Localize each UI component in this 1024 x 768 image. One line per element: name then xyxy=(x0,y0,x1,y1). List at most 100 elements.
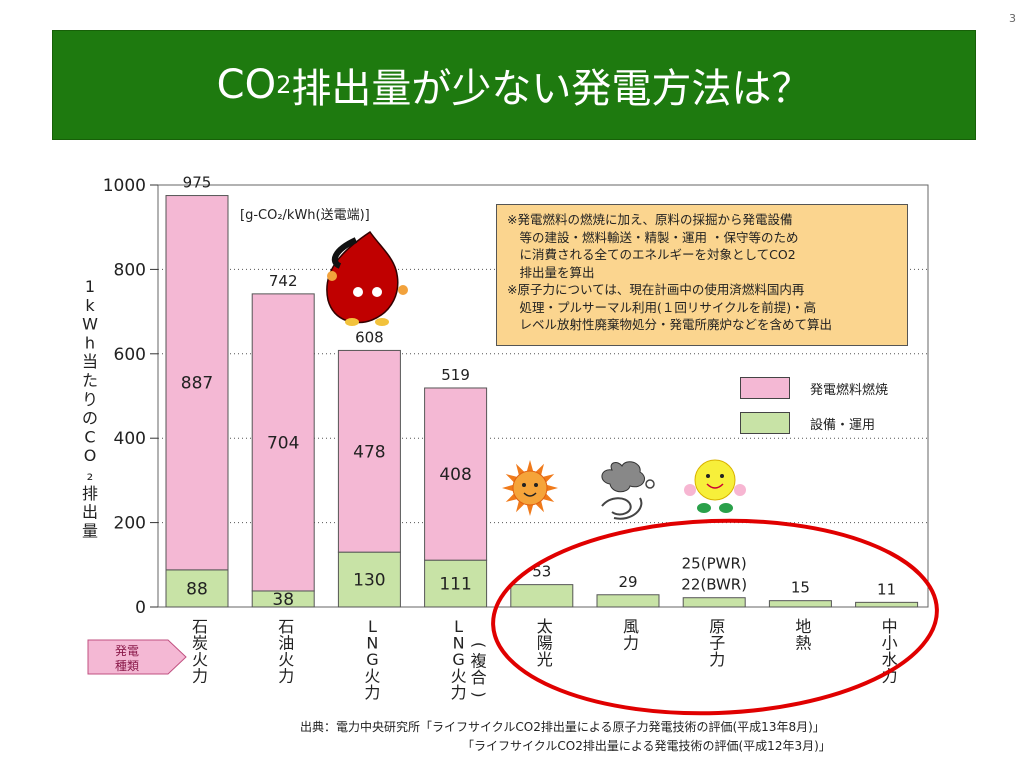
legend-swatch-equipment xyxy=(740,412,790,434)
legend-label-combustion: 発電燃料燃焼 xyxy=(810,382,889,398)
legend-item-equipment: 設備・運用 xyxy=(740,411,888,435)
total-value-label: 29 xyxy=(618,573,637,591)
wind-leaf-icon xyxy=(645,479,655,489)
bar-equipment xyxy=(855,601,919,608)
category-label-char: 熱 xyxy=(795,634,811,653)
y-axis-label-char: h xyxy=(85,333,95,352)
title-subscript: 2 xyxy=(276,71,292,99)
sun-ray-icon xyxy=(526,460,534,473)
legend-item-combustion: 発電燃料燃焼 xyxy=(740,376,888,400)
y-axis-label-char: W xyxy=(82,315,98,334)
category-label-char: 火 xyxy=(192,650,208,669)
category-label-char: 石 xyxy=(278,617,294,636)
category-label-char: 陽 xyxy=(537,634,553,653)
category-label-char: 油 xyxy=(278,634,294,653)
mascot-hand-icon xyxy=(327,271,337,281)
category-label-char: 小 xyxy=(882,634,898,653)
y-tick-label: 800 xyxy=(114,260,146,280)
atom-hand-icon xyxy=(734,484,746,496)
category-label-char: G xyxy=(366,650,378,669)
category-label-char: 水 xyxy=(882,650,898,669)
atom-mouth-icon xyxy=(706,483,724,489)
legend-label-equipment: 設備・運用 xyxy=(810,417,876,433)
category-axis-tag-line2: 種類 xyxy=(115,659,139,673)
combustion-value-label: 408 xyxy=(439,465,471,485)
atom-foot-icon xyxy=(697,503,711,513)
bar-equipment xyxy=(682,597,746,608)
category-label-char: 中 xyxy=(882,617,898,636)
y-axis-label-char: 当 xyxy=(82,352,98,371)
y-axis-label-char: た xyxy=(82,371,98,390)
note-line: 等の建設・燃料輸送・精製・運用 ・保守等のため xyxy=(507,229,799,245)
category-axis-tag-line1: 発電 xyxy=(115,644,139,658)
note-line: ※原子力については、現在計画中の使用済燃料国内再 xyxy=(507,282,805,297)
equipment-value-label: 88 xyxy=(186,579,208,599)
bar-equipment xyxy=(337,551,401,608)
category-label-char: 原 xyxy=(709,617,725,636)
category-label-char: 炭 xyxy=(192,634,208,653)
total-value-label: 975 xyxy=(183,174,212,192)
category-label-char: 火 xyxy=(278,650,294,669)
sun-ray-icon xyxy=(526,503,534,516)
y-axis-label-char: k xyxy=(85,296,95,315)
total-value-label: 519 xyxy=(441,366,470,384)
wind-mascot-icon xyxy=(601,461,645,493)
combustion-value-label: 478 xyxy=(353,442,385,462)
highlight-ellipse xyxy=(491,518,939,716)
bar-equipment xyxy=(165,569,229,608)
note-callout-box: ※発電燃料の燃焼に加え、原料の採掘から発電設備 等の建設・燃料輸送・精製・運用 … xyxy=(496,204,908,346)
y-tick-label: 1000 xyxy=(103,176,146,196)
legend-swatch-combustion xyxy=(740,377,790,399)
unit-label: [g-CO₂/kWh(送電端)] xyxy=(240,208,370,223)
category-label-char: ( xyxy=(470,642,489,648)
wind-swirl-icon xyxy=(601,497,643,520)
bar-combustion xyxy=(337,349,401,553)
bar-combustion xyxy=(424,387,488,561)
note-line: ※発電燃料の燃焼に加え、原料の採掘から発電設備 xyxy=(507,212,793,227)
bar-combustion xyxy=(251,293,315,592)
sun-eye-icon xyxy=(522,483,526,487)
sun-mouth-icon xyxy=(523,492,537,497)
bar-equipment xyxy=(424,559,488,608)
category-label-char: ) xyxy=(470,691,489,697)
sun-ray-icon xyxy=(502,484,515,492)
slide-title: CO 2 排出量が少ない発電方法は？ xyxy=(52,30,976,140)
source-citation-1: 出典：電力中央研究所「ライフサイクルCO2排出量による原子力発電技術の評価(平成… xyxy=(300,720,825,734)
category-label-char: 力 xyxy=(451,683,467,702)
atom-foot-icon xyxy=(719,503,733,513)
category-label-char: L xyxy=(368,617,377,636)
category-label-char: 複 xyxy=(471,652,487,671)
equipment-value-label: 38 xyxy=(272,590,294,610)
sun-ray-icon xyxy=(545,484,558,492)
category-label-char: N xyxy=(453,634,465,653)
atom-eye-icon xyxy=(706,474,710,478)
category-label-char: 力 xyxy=(623,634,639,653)
bar-equipment xyxy=(596,594,660,608)
mascot-foot-icon xyxy=(375,318,389,326)
y-axis-label-char: O xyxy=(84,446,97,465)
category-label-char: 力 xyxy=(364,683,380,702)
combustion-value-label: 887 xyxy=(181,374,213,394)
category-label-char: 風 xyxy=(623,617,639,636)
category-label-char: L xyxy=(454,617,463,636)
category-label-char: 石 xyxy=(192,617,208,636)
total-value-label-pwr: 25(PWR) xyxy=(682,555,747,573)
bar-equipment xyxy=(510,584,574,608)
category-label-char: G xyxy=(452,650,464,669)
y-axis-label-char: 量 xyxy=(82,521,98,540)
total-value-label: 608 xyxy=(355,328,384,346)
category-label-char: 地 xyxy=(795,617,811,636)
title-suffix: 排出量が少ない発電方法は？ xyxy=(291,66,812,112)
category-label-char: 太 xyxy=(537,617,553,636)
y-tick-label: 200 xyxy=(114,514,146,534)
y-axis-label-char: 排 xyxy=(82,484,98,503)
total-value-label: 22(BWR) xyxy=(681,576,747,594)
category-label-char: 光 xyxy=(537,650,553,669)
category-label-char: 子 xyxy=(709,634,725,653)
page-number: 3 xyxy=(1009,12,1016,25)
note-line: 処理・プルサーマル利用(１回リサイクルを前提)・高 xyxy=(507,299,817,315)
atom-hand-icon xyxy=(684,484,696,496)
note-line: 排出量を算出 xyxy=(507,264,595,280)
category-label-char: 火 xyxy=(451,667,467,686)
bar-combustion xyxy=(165,195,229,571)
